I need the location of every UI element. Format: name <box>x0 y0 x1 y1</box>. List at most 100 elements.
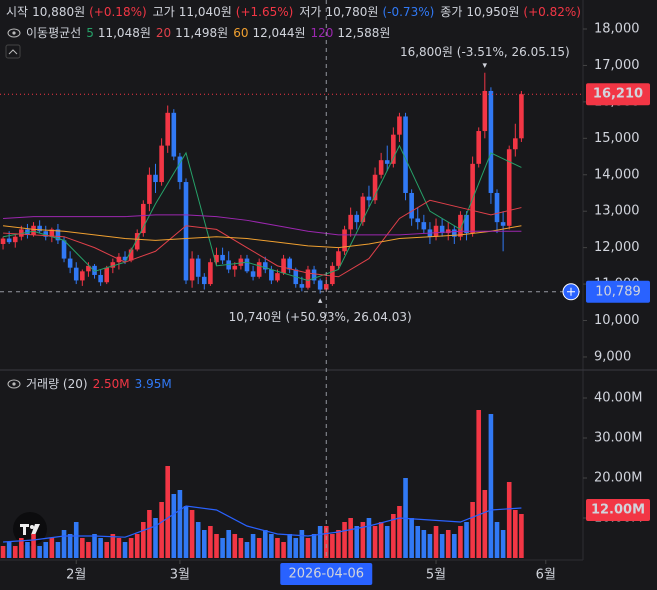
candle-body <box>43 231 49 237</box>
volume-bar <box>397 506 402 558</box>
candle-body <box>421 222 427 230</box>
candle-body <box>323 284 329 290</box>
candle-body <box>378 160 384 175</box>
volume-bar <box>494 522 500 558</box>
candle-body <box>61 240 67 259</box>
volume-bar <box>415 526 421 558</box>
volume-bar <box>80 538 85 558</box>
candle-body <box>31 225 36 235</box>
volume-bar <box>384 526 390 558</box>
candle-body <box>98 274 103 283</box>
candle-body <box>342 229 347 252</box>
volume-ma-line <box>3 505 522 543</box>
volume-bar <box>171 494 177 558</box>
volume-bar <box>391 514 396 558</box>
candle-body <box>262 262 268 270</box>
candle-body <box>12 236 18 243</box>
candle-body <box>110 262 116 268</box>
volume-legend-value: 3.95M <box>135 377 172 391</box>
ohlc-label: 종가 <box>440 5 462 19</box>
last-price-box <box>586 83 650 106</box>
candle-body <box>269 269 274 281</box>
ma-line <box>2 225 522 249</box>
candle-body <box>476 131 482 164</box>
volume-bar <box>110 534 116 558</box>
candle-body <box>415 218 421 223</box>
ohlc-change: (+0.82%) <box>523 5 581 19</box>
candle-body <box>299 284 305 288</box>
y-tick-label: 18,000 <box>594 22 640 37</box>
eye-icon[interactable] <box>7 28 21 38</box>
volume-bar <box>366 518 372 558</box>
volume-bar <box>506 482 512 558</box>
x-tick-label: 6월 <box>536 568 556 583</box>
y-tick-label: 12,000 <box>594 240 640 255</box>
ma-legend-name: 20 <box>156 26 171 40</box>
add-button[interactable] <box>562 283 580 301</box>
last-volume-label: 12.00M <box>591 503 645 518</box>
volume-bar <box>104 542 110 558</box>
candle-body <box>153 174 158 183</box>
volume-bar <box>98 538 103 558</box>
volume-bar <box>500 530 506 558</box>
candle-body <box>445 229 451 234</box>
candle-body <box>452 229 457 237</box>
volume-bar <box>6 542 12 558</box>
volume-bar <box>372 526 378 558</box>
volume-bar <box>342 522 347 558</box>
volume-bar <box>269 534 274 558</box>
x-tick-label: 3월 <box>170 568 190 583</box>
volume-bar <box>159 502 164 558</box>
candle-body <box>336 251 341 266</box>
candle-body <box>49 229 55 237</box>
candle-body <box>55 229 61 241</box>
x-tick-label: 5월 <box>426 568 446 583</box>
candle-body <box>37 225 42 232</box>
volume-bar <box>201 530 207 558</box>
volume-bar <box>25 542 30 558</box>
volume-legend-value: 2.50M <box>93 377 130 391</box>
volume-bar <box>208 526 213 558</box>
annotation: 10,740원 (+50.93%, 26.04.03) <box>229 310 412 324</box>
eye-icon[interactable] <box>7 379 21 389</box>
y-tick-label: 17,000 <box>594 58 640 73</box>
candle-body <box>226 260 231 270</box>
ma-legend-value: 12,588원 <box>337 26 390 40</box>
volume-bar <box>323 526 329 558</box>
candle-body <box>6 238 12 243</box>
ma-line <box>2 144 522 281</box>
volume-bar <box>165 466 171 558</box>
candle-body <box>104 267 110 283</box>
volume-bar <box>311 534 317 558</box>
ma-line <box>3 214 522 236</box>
volume-bar <box>287 534 292 558</box>
candle-body <box>482 90 488 132</box>
candle-body <box>354 214 360 223</box>
volume-bar <box>452 534 457 558</box>
add-button-plus <box>567 287 575 296</box>
candle-body <box>201 276 207 285</box>
volume-bar <box>482 490 488 558</box>
volume-bar <box>122 542 128 558</box>
crosshair-y-label: 10,789 <box>595 284 641 299</box>
candle-body <box>67 258 73 268</box>
volume-bar <box>116 538 122 558</box>
volume-bar <box>299 530 305 558</box>
collapse-button[interactable] <box>5 44 21 59</box>
volume-bar <box>256 538 262 558</box>
ohlc-change: (+0.18%) <box>89 5 147 19</box>
ohlc-label: 고가 <box>153 5 175 19</box>
candle-body <box>141 203 146 234</box>
candle-body <box>92 265 97 275</box>
candle-body <box>128 249 134 261</box>
candle-body <box>500 222 506 226</box>
crosshair-y-box <box>586 280 650 303</box>
volume-bar <box>378 522 384 558</box>
ma-legend-name: 5 <box>86 26 94 40</box>
candle-body <box>494 192 500 223</box>
candle-body <box>281 258 286 274</box>
volume-bar <box>464 522 469 558</box>
candle-body <box>86 265 91 272</box>
volume-bar <box>195 522 201 558</box>
